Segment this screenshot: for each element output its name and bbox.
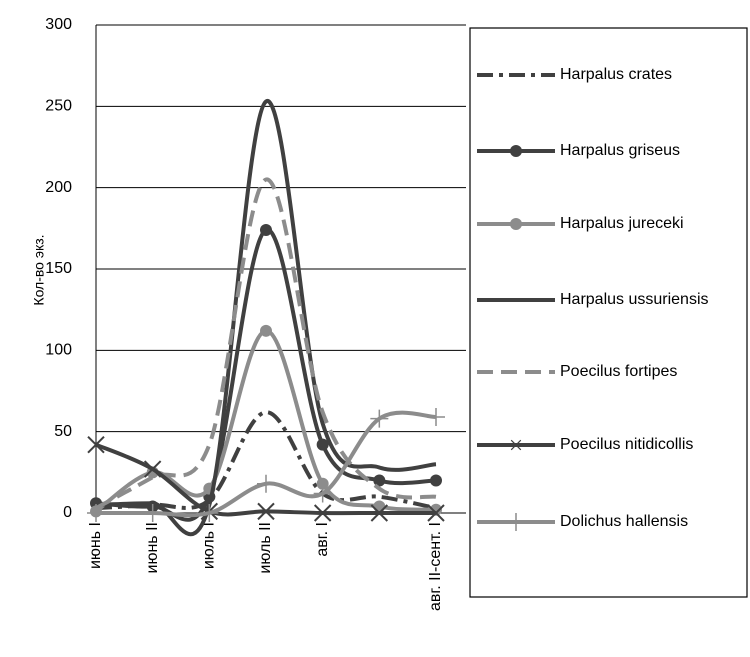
legend-label: Harpalus jureceki xyxy=(560,215,684,232)
marker xyxy=(260,223,272,236)
y-tick-label: 0 xyxy=(63,504,72,521)
marker xyxy=(260,324,272,337)
marker xyxy=(510,439,522,451)
legend-label: Harpalus griseus xyxy=(560,142,680,159)
marker xyxy=(257,502,275,521)
series xyxy=(87,435,445,522)
series xyxy=(87,408,445,522)
marker xyxy=(427,504,445,522)
legend-label: Harpalus crates xyxy=(560,66,672,83)
x-tick-label: июнь II xyxy=(144,522,161,573)
y-tick-label: 150 xyxy=(45,260,72,277)
y-tick-label: 200 xyxy=(45,179,72,196)
series-line xyxy=(95,99,437,537)
y-tick-label: 300 xyxy=(45,16,72,33)
series xyxy=(95,99,437,537)
marker xyxy=(316,438,329,451)
y-tick-label: 100 xyxy=(45,342,72,359)
y-axis-label: Кол-во экз. xyxy=(31,234,47,305)
marker xyxy=(373,474,386,487)
x-tick-label: авг. II-сент. I xyxy=(427,522,444,611)
x-tick-label: авг. I xyxy=(314,522,331,557)
y-tick-label: 50 xyxy=(54,423,72,440)
marker xyxy=(200,504,219,522)
marker xyxy=(143,504,162,522)
marker xyxy=(370,504,389,522)
marker xyxy=(87,504,105,522)
legend-label: Harpalus ussuriensis xyxy=(560,291,709,308)
marker xyxy=(427,408,445,427)
marker xyxy=(510,218,522,230)
marker xyxy=(507,513,525,531)
marker xyxy=(87,435,105,454)
marker xyxy=(430,474,442,487)
marker xyxy=(143,460,162,478)
marker xyxy=(373,500,386,513)
legend-box xyxy=(469,27,748,598)
marker xyxy=(257,474,275,493)
x-tick-label: июль I xyxy=(201,522,218,569)
x-tick-label: июль II xyxy=(257,522,274,574)
marker xyxy=(370,409,389,428)
marker xyxy=(316,477,329,490)
x-tick-label: июнь I xyxy=(87,522,104,569)
legend-label: Dolichus hallensis xyxy=(560,513,688,530)
y-tick-label: 250 xyxy=(45,98,72,115)
marker xyxy=(510,145,522,157)
legend-label: Poecilus fortipes xyxy=(560,363,677,380)
marker xyxy=(313,484,332,503)
legend-label: Poecilus nitidicollis xyxy=(560,436,693,453)
marker xyxy=(313,504,332,522)
